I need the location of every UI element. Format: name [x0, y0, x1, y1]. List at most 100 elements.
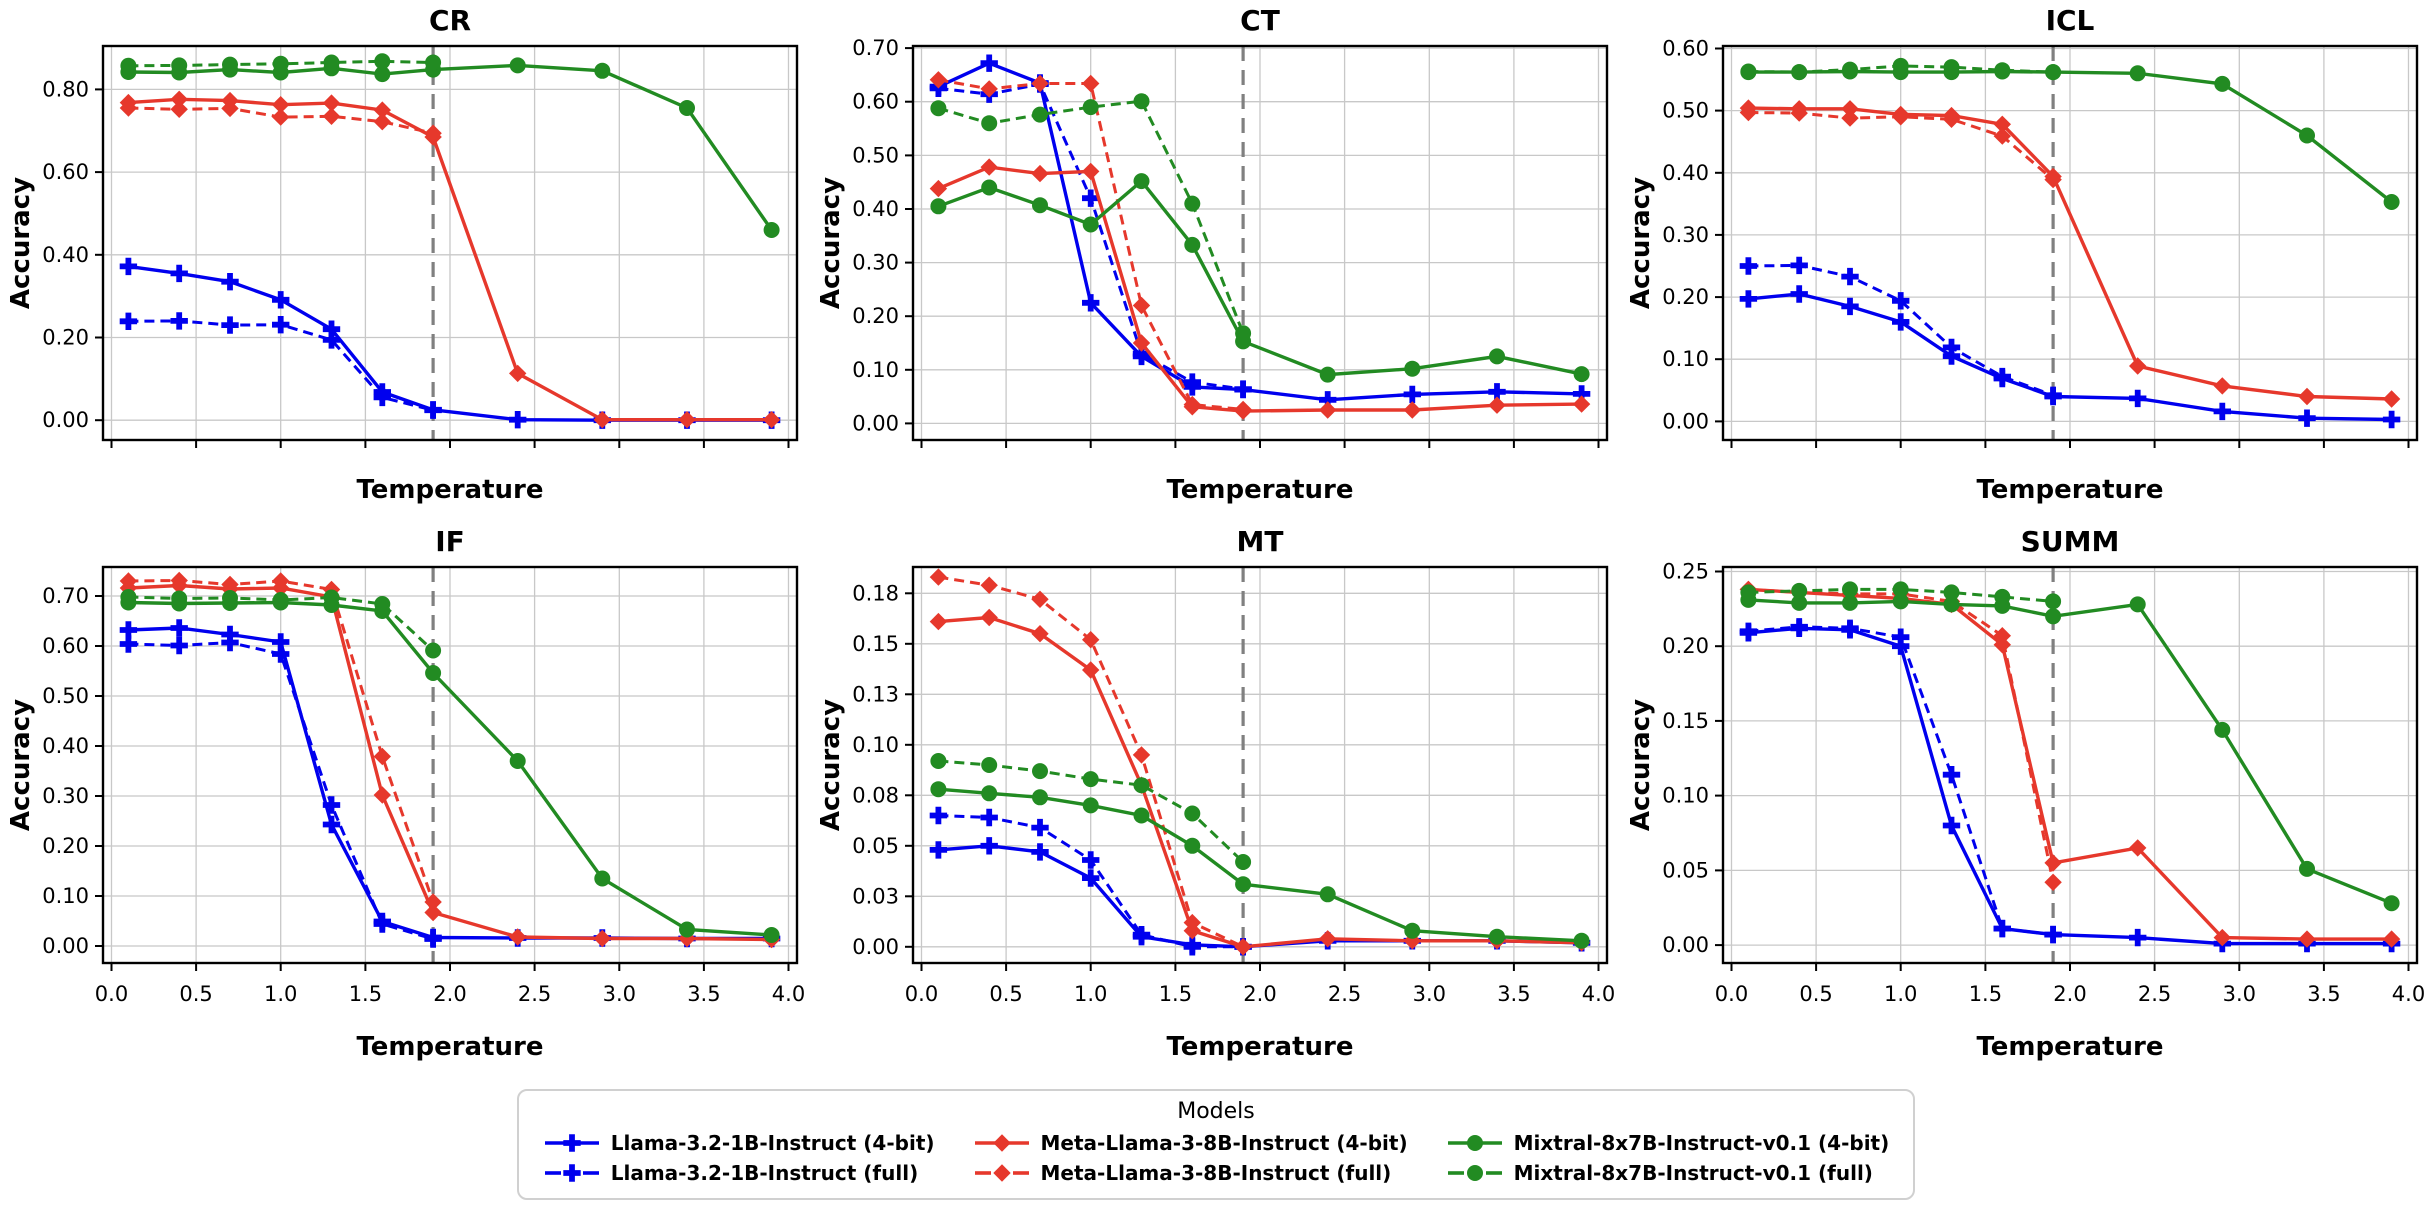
data-point [373, 747, 391, 766]
data-point [424, 124, 442, 142]
series-markers-mixtral-full [930, 93, 1252, 342]
data-point [1082, 99, 1099, 116]
x-tick-label: 3.0 [1413, 982, 1446, 1006]
y-tick-label: 0.15 [1662, 709, 1709, 733]
legend-entry-label: Meta-Llama-3-8B-Instruct (4-bit) [1040, 1131, 1408, 1155]
y-axis-label: Accuracy [6, 699, 36, 831]
data-point [2214, 721, 2231, 738]
subplot-cr: 0.00 0.20 0.40 0.60 0.80 CR Temperature Accurac… [6, 4, 799, 505]
data-point [980, 158, 998, 176]
data-point [1082, 162, 1100, 181]
legend-key-diamond-icon [974, 1134, 1029, 1152]
y-tick-label: 0.00 [42, 408, 89, 432]
y-tick-label: 0.10 [852, 358, 899, 382]
data-point [171, 590, 188, 607]
data-point [2383, 895, 2400, 912]
y-tick-label: 0.50 [852, 143, 899, 167]
y-axis-label: Accuracy [1626, 699, 1656, 831]
data-point [2298, 409, 2316, 427]
data-point [509, 411, 527, 429]
subplot-if: 0.0 0.5 1.0 1.5 2.0 2.5 3.0 3.5 4.0 0.00 0.10 0.20 0… [6, 525, 805, 1062]
data-point [221, 273, 239, 291]
data-point [425, 54, 442, 71]
data-point [929, 568, 948, 586]
data-point [1740, 63, 1757, 80]
x-tick-label: 1.0 [1884, 982, 1917, 1006]
data-point [373, 915, 391, 933]
series-markers-mixtral-full [120, 53, 442, 74]
data-point [2129, 357, 2147, 375]
data-point [1488, 396, 1506, 414]
data-point [1572, 395, 1591, 413]
data-point [221, 575, 239, 594]
plots-grid: 0.00 0.20 0.40 0.60 0.80 CR Temperature Accurac… [6, 4, 2431, 1087]
y-tick-label: 0.20 [42, 834, 89, 858]
data-point [2129, 928, 2147, 947]
data-point [762, 411, 781, 429]
data-point [2383, 194, 2400, 210]
data-point [1319, 886, 1336, 903]
data-point [1892, 313, 1910, 331]
y-tick-label: 0.25 [1662, 560, 1709, 584]
y-tick-label: 0.00 [852, 935, 899, 959]
legend-entry-label: Llama-3.2-1B-Instruct (4-bit) [610, 1131, 935, 1155]
data-point [1184, 837, 1201, 854]
subplot-ct: 0.00 0.10 0.20 0.30 0.40 0.50 0.60 0.70 CT Temper… [816, 4, 1609, 505]
data-point [1739, 257, 1758, 275]
y-tick-label: 0.08 [852, 783, 899, 807]
data-point [2213, 377, 2231, 395]
y-tick-label: 0.30 [1662, 223, 1709, 247]
x-axis-label: Temperature [356, 1032, 543, 1062]
data-point [1132, 345, 1151, 363]
data-point [272, 592, 289, 608]
data-point [1133, 777, 1150, 794]
y-tick-label: 0.30 [42, 784, 89, 808]
data-point [1403, 932, 1421, 950]
data-point [119, 635, 138, 653]
x-tick-label: 1.0 [1074, 982, 1107, 1006]
y-tick-label: 0.50 [1662, 99, 1709, 123]
data-point [763, 222, 780, 238]
data-point [170, 100, 188, 118]
data-point [1842, 594, 1858, 611]
legend-entry-mixtral-4bit: Mixtral-8x7B-Instruct-v0.1 (4-bit) [1446, 1130, 1889, 1156]
data-point [1082, 661, 1100, 679]
data-point [322, 796, 341, 814]
x-axis-label: Temperature [356, 475, 543, 505]
data-point [930, 198, 947, 215]
data-point [424, 930, 442, 948]
data-point [1032, 763, 1048, 780]
data-point [980, 576, 998, 594]
data-point [1488, 383, 1506, 401]
data-point [1841, 109, 1859, 127]
x-tick-label: 3.5 [2307, 982, 2340, 1006]
y-tick-label: 0.15 [852, 632, 899, 656]
data-point [1184, 805, 1201, 822]
data-point [929, 179, 948, 198]
data-point [171, 57, 188, 74]
data-point [980, 837, 998, 855]
data-point [1082, 771, 1099, 788]
subplot-cell-summ: 0.0 0.5 1.0 1.5 2.0 2.5 3.0 3.5 4.0 0.00 0.05 0.10 0… [1621, 515, 2431, 1087]
data-point [272, 291, 290, 309]
data-point [594, 62, 611, 79]
data-point [2129, 839, 2147, 857]
data-point [272, 316, 290, 334]
x-tick-label: 4.0 [1582, 982, 1615, 1006]
data-point [170, 264, 188, 283]
x-tick-label: 4.0 [772, 982, 805, 1006]
data-point [272, 108, 290, 126]
y-tick-label: 0.40 [852, 197, 899, 221]
data-point [323, 54, 340, 71]
x-tick-label: 2.5 [518, 982, 551, 1006]
data-point [424, 401, 442, 419]
data-point [1031, 843, 1049, 861]
data-point [1082, 869, 1100, 887]
data-point [119, 257, 138, 276]
data-point [1994, 62, 2011, 79]
y-tick-label: 0.20 [42, 326, 89, 350]
data-point [374, 596, 391, 612]
data-point [1993, 919, 2011, 938]
x-tick-label: 3.0 [603, 982, 636, 1006]
y-tick-label: 0.00 [42, 934, 89, 958]
